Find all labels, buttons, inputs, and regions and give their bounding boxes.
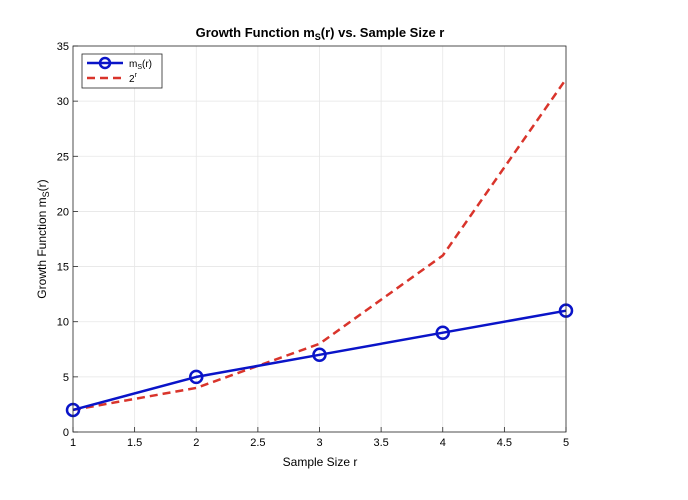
x-tick-label: 3.5 [373, 437, 388, 449]
series-0-point [435, 325, 450, 340]
x-tick-label: 2 [193, 437, 199, 449]
legend-label-2r: 2r [129, 72, 138, 85]
legend: mS(r) 2r [81, 53, 163, 89]
series-line-0 [72, 309, 567, 412]
x-tick-label: 4.5 [497, 437, 512, 449]
x-tick-label: 1 [70, 437, 76, 449]
y-tick-label: 15 [57, 262, 69, 274]
y-tick-label: 30 [57, 96, 69, 108]
y-tick-label: 25 [57, 151, 69, 163]
x-axis: 1 1.5 2 2.5 3 3.5 4 4.5 5 [70, 427, 569, 449]
chart-title: Growth Function mS(r) vs. Sample Size r [196, 25, 445, 42]
series-0-point [312, 347, 327, 363]
y-tick-label: 20 [57, 206, 69, 218]
y-tick-label: 35 [57, 41, 69, 53]
x-tick-label: 4 [440, 437, 446, 449]
x-axis-label: Sample Size r [283, 455, 358, 469]
legend-marker-ms [98, 56, 112, 70]
series-0-point [189, 369, 204, 385]
x-tick-label: 2.5 [250, 437, 265, 449]
x-tick-label: 1.5 [127, 437, 142, 449]
y-axis-label: Growth Function mS(r) [35, 179, 51, 298]
x-tick-label: 3 [316, 437, 322, 449]
y-tick-label: 5 [63, 372, 69, 384]
y-axis: 0 5 10 15 20 25 30 35 [57, 41, 78, 439]
y-tick-label: 0 [63, 427, 69, 439]
series-line-1 [72, 78, 568, 412]
x-tick-label: 5 [563, 437, 569, 449]
y-tick-label: 10 [57, 317, 69, 329]
series-layer [65, 78, 574, 418]
legend-label-ms: mS(r) [129, 59, 152, 71]
legend-box [81, 53, 163, 89]
